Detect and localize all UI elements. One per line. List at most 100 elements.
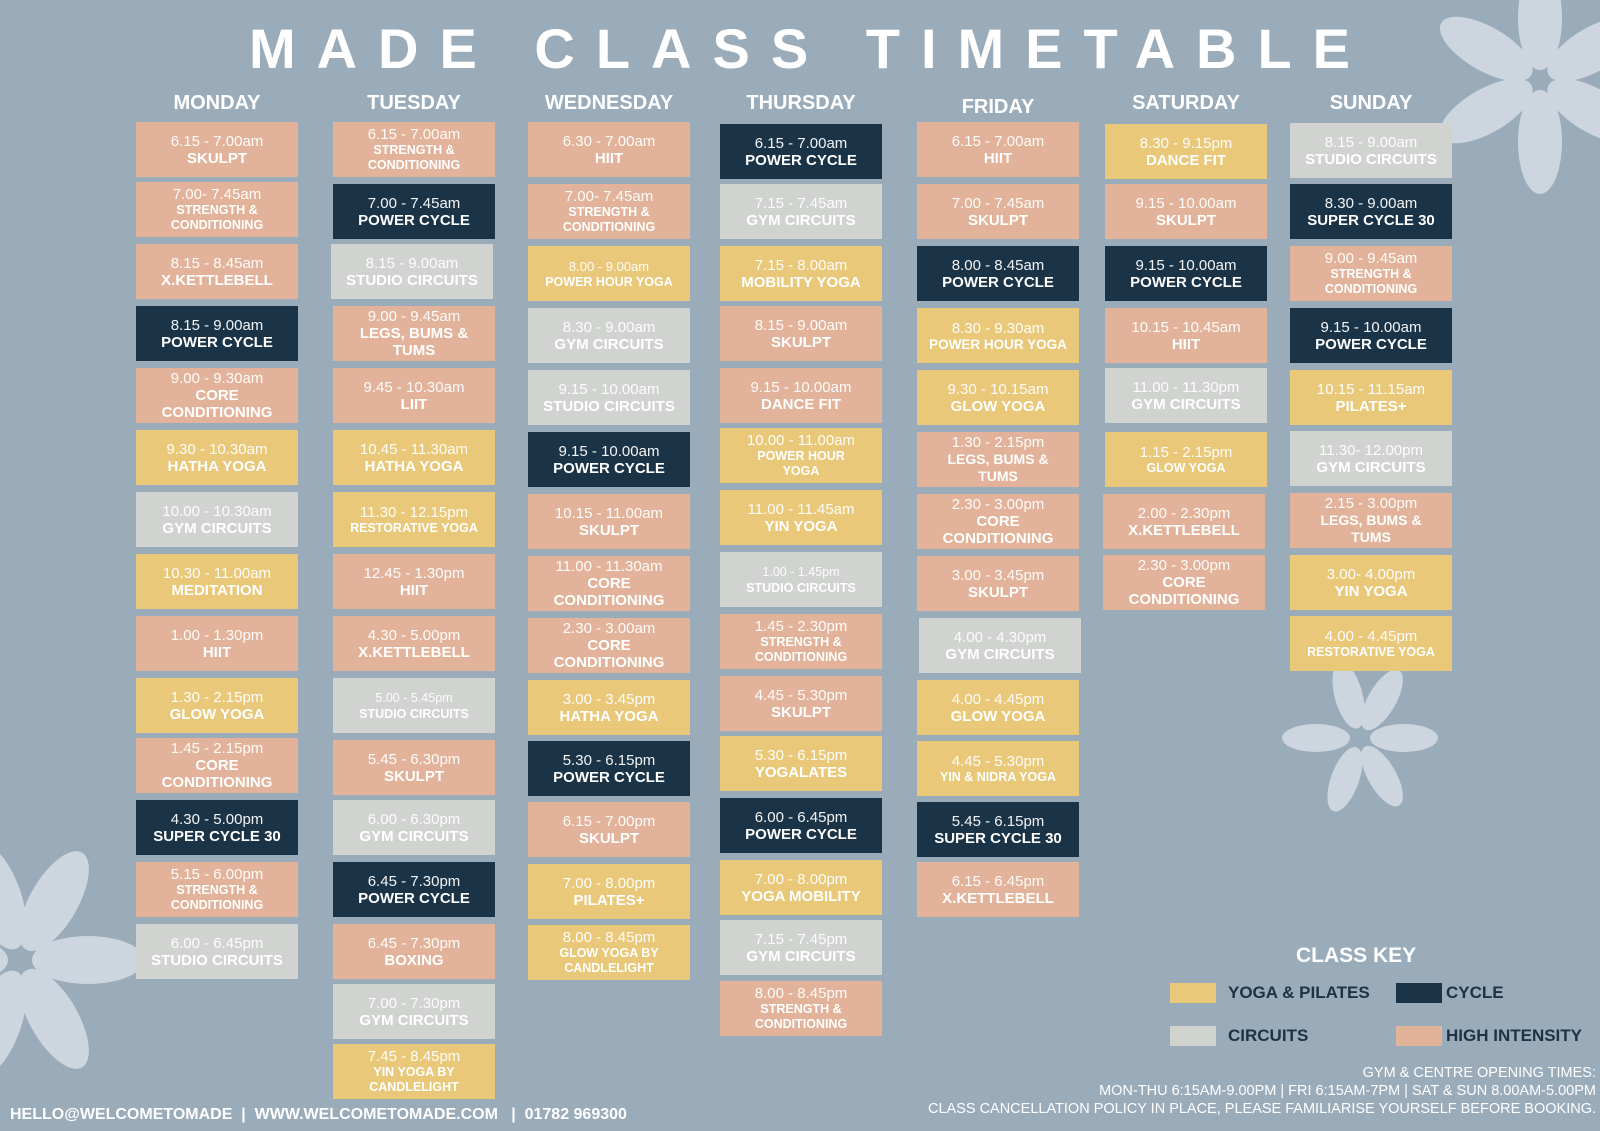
- class-card[interactable]: 8.15 - 9.00am POWER CYCLE: [136, 306, 298, 361]
- class-card[interactable]: 6.00 - 6.45pm POWER CYCLE: [720, 798, 882, 853]
- class-card[interactable]: 9.15 - 10.00am POWER CYCLE: [528, 432, 690, 487]
- class-card[interactable]: 7.15 - 7.45am GYM CIRCUITS: [720, 184, 882, 239]
- class-card[interactable]: 4.45 - 5.30pm YIN & NIDRA YOGA: [917, 741, 1079, 796]
- class-card[interactable]: 8.30 - 9.30am POWER HOUR YOGA: [917, 308, 1079, 363]
- class-card[interactable]: 9.00 - 9.45am STRENGTH & CONDITIONING: [1290, 246, 1452, 301]
- class-card[interactable]: 7.15 - 8.00am MOBILITY YOGA: [720, 246, 882, 301]
- day-heading: FRIDAY: [961, 96, 1035, 118]
- class-card[interactable]: 2.30 - 3.00pm CORE CONDITIONING: [917, 494, 1079, 549]
- class-card[interactable]: 8.00 - 8.45pm GLOW YOGA BY CANDLELIGHT: [528, 925, 690, 980]
- class-card[interactable]: 2.30 - 3.00pm CORE CONDITIONING: [1103, 555, 1265, 610]
- class-card[interactable]: 2.15 - 3.00pm LEGS, BUMS & TUMS: [1290, 493, 1452, 548]
- class-card[interactable]: 9.15 - 10.00am SKULPT: [1105, 184, 1267, 239]
- class-card[interactable]: 10.45 - 11.30am HATHA YOGA: [333, 430, 495, 485]
- class-card[interactable]: 9.15 - 10.00am STUDIO CIRCUITS: [528, 370, 690, 425]
- yoga-swatch-icon: [1170, 983, 1216, 1003]
- class-card[interactable]: 5.00 - 5.45pm STUDIO CIRCUITS: [333, 678, 495, 733]
- class-card[interactable]: 6.15 - 7.00am STRENGTH & CONDITIONING: [333, 122, 495, 177]
- class-card[interactable]: 12.45 - 1.30pm HIIT: [333, 554, 495, 609]
- class-card[interactable]: 9.15 - 10.00am POWER CYCLE: [1290, 308, 1452, 363]
- key-item-cycle: CYCLE: [1396, 983, 1504, 1003]
- class-card[interactable]: 2.00 - 2.30pm X.KETTLEBELL: [1103, 494, 1265, 549]
- class-card[interactable]: 7.00 - 8.00pm PILATES+: [528, 864, 690, 919]
- class-card[interactable]: 10.15 - 11.15am PILATES+: [1290, 370, 1452, 425]
- class-card[interactable]: 5.30 - 6.15pm YOGALATES: [720, 736, 882, 791]
- class-card[interactable]: 6.15 - 7.00am POWER CYCLE: [720, 124, 882, 179]
- class-card[interactable]: 7.00 - 7.30pm GYM CIRCUITS: [333, 984, 495, 1039]
- class-card[interactable]: 6.45 - 7.30pm POWER CYCLE: [333, 862, 495, 917]
- class-card[interactable]: 9.15 - 10.00am POWER CYCLE: [1105, 246, 1267, 301]
- class-card[interactable]: 10.00 - 11.00am POWER HOUR YOGA: [720, 428, 882, 483]
- class-card[interactable]: 2.30 - 3.00am CORE CONDITIONING: [528, 618, 690, 673]
- class-card[interactable]: 7.00 - 8.00pm YOGA MOBILITY: [720, 860, 882, 915]
- class-card[interactable]: 1.00 - 1.30pm HIIT: [136, 616, 298, 671]
- page-title: MADE CLASS TIMETABLE: [248, 17, 1372, 80]
- high-intensity-swatch-icon: [1396, 1026, 1442, 1046]
- class-card[interactable]: 4.00 - 4.30pm GYM CIRCUITS: [919, 618, 1081, 673]
- class-card[interactable]: 8.15 - 9.00am SKULPT: [720, 306, 882, 361]
- day-heading: TUESDAY: [367, 92, 461, 114]
- class-card[interactable]: 9.30 - 10.15am GLOW YOGA: [917, 370, 1079, 425]
- class-card[interactable]: 7.00- 7.45am STRENGTH & CONDITIONING: [528, 184, 690, 239]
- class-card[interactable]: 6.15 - 6.45pm X.KETTLEBELL: [917, 862, 1079, 917]
- class-card[interactable]: 9.00 - 9.45am LEGS, BUMS & TUMS: [333, 306, 495, 361]
- class-card[interactable]: 10.15 - 11.00am SKULPT: [528, 494, 690, 549]
- class-card[interactable]: 6.15 - 7.00am HIIT: [917, 122, 1079, 177]
- class-card[interactable]: 9.45 - 10.30am LIIT: [333, 368, 495, 423]
- day-heading: WEDNESDAY: [544, 92, 674, 114]
- class-card[interactable]: 8.30 - 9.00am GYM CIRCUITS: [528, 308, 690, 363]
- class-card[interactable]: 1.30 - 2.15pm GLOW YOGA: [136, 678, 298, 733]
- class-card[interactable]: 8.00 - 8.45pm STRENGTH & CONDITIONING: [720, 981, 882, 1036]
- class-card[interactable]: 9.15 - 10.00am DANCE FIT: [720, 368, 882, 423]
- class-card[interactable]: 8.30 - 9.15pm DANCE FIT: [1105, 124, 1267, 179]
- class-card[interactable]: 11.30- 12.00pm GYM CIRCUITS: [1290, 431, 1452, 486]
- class-card[interactable]: 5.30 - 6.15pm POWER CYCLE: [528, 741, 690, 796]
- class-card[interactable]: 11.30 - 12.15pm RESTORATIVE YOGA: [333, 492, 495, 547]
- cycle-swatch-icon: [1396, 983, 1442, 1003]
- class-card[interactable]: 8.15 - 8.45am X.KETTLEBELL: [136, 244, 298, 299]
- class-card[interactable]: 5.45 - 6.30pm SKULPT: [333, 740, 495, 795]
- class-card[interactable]: 3.00 - 3.45pm HATHA YOGA: [528, 680, 690, 735]
- class-card[interactable]: 6.00 - 6.30pm GYM CIRCUITS: [333, 800, 495, 855]
- class-card[interactable]: 8.15 - 9.00am STUDIO CIRCUITS: [1290, 123, 1452, 178]
- class-card[interactable]: 10.30 - 11.00am MEDITATION: [136, 554, 298, 609]
- class-card[interactable]: 7.45 - 8.45pm YIN YOGA BY CANDLELIGHT: [333, 1044, 495, 1099]
- class-card[interactable]: 4.00 - 4.45pm RESTORATIVE YOGA: [1290, 616, 1452, 671]
- class-card[interactable]: 5.45 - 6.15pm SUPER CYCLE 30: [917, 802, 1079, 857]
- class-card[interactable]: 1.30 - 2.15pm LEGS, BUMS & TUMS: [917, 432, 1079, 487]
- class-card[interactable]: 1.00 - 1.45pm STUDIO CIRCUITS: [720, 552, 882, 607]
- class-card[interactable]: 4.30 - 5.00pm SUPER CYCLE 30: [136, 800, 298, 855]
- class-card[interactable]: 4.00 - 4.45pm GLOW YOGA: [917, 680, 1079, 735]
- opening-times-info: GYM & CENTRE OPENING TIMES: MON-THU 6:15…: [928, 1064, 1596, 1118]
- class-card[interactable]: 7.00- 7.45am STRENGTH & CONDITIONING: [136, 182, 298, 237]
- class-card[interactable]: 11.00 - 11.30am CORE CONDITIONING: [528, 556, 690, 611]
- class-card[interactable]: 6.30 - 7.00am HIIT: [528, 122, 690, 177]
- class-card[interactable]: 7.15 - 7.45pm GYM CIRCUITS: [720, 920, 882, 975]
- class-card[interactable]: 3.00 - 3.45pm SKULPT: [917, 556, 1079, 611]
- class-card[interactable]: 7.00 - 7.45am POWER CYCLE: [333, 184, 495, 239]
- class-card[interactable]: 8.15 - 9.00am STUDIO CIRCUITS: [331, 244, 493, 299]
- class-card[interactable]: 1.45 - 2.30pm STRENGTH & CONDITIONING: [720, 614, 882, 669]
- class-card[interactable]: 10.15 - 10.45am HIIT: [1105, 308, 1267, 363]
- class-card[interactable]: 10.00 - 10.30am GYM CIRCUITS: [136, 492, 298, 547]
- class-card[interactable]: 6.00 - 6.45pm STUDIO CIRCUITS: [136, 924, 298, 979]
- class-card[interactable]: 9.00 - 9.30am CORE CONDITIONING: [136, 368, 298, 423]
- class-card[interactable]: 4.30 - 5.00pm X.KETTLEBELL: [333, 616, 495, 671]
- class-card[interactable]: 1.45 - 2.15pm CORE CONDITIONING: [136, 738, 298, 793]
- class-card[interactable]: 8.00 - 8.45am POWER CYCLE: [917, 246, 1079, 301]
- day-heading: MONDAY: [173, 92, 261, 114]
- class-card[interactable]: 8.30 - 9.00am SUPER CYCLE 30: [1290, 184, 1452, 239]
- class-card[interactable]: 8.00 - 9.00am POWER HOUR YOGA: [528, 246, 690, 301]
- class-card[interactable]: 11.00 - 11.45am YIN YOGA: [720, 490, 882, 545]
- class-card[interactable]: 6.15 - 7.00am SKULPT: [136, 122, 298, 177]
- class-card[interactable]: 3.00- 4.00pm YIN YOGA: [1290, 555, 1452, 610]
- class-card[interactable]: 7.00 - 7.45am SKULPT: [917, 184, 1079, 239]
- class-card[interactable]: 6.15 - 7.00pm SKULPT: [528, 802, 690, 857]
- key-item-circuits: CIRCUITS: [1170, 1026, 1308, 1046]
- class-card[interactable]: 4.45 - 5.30pm SKULPT: [720, 676, 882, 731]
- class-card[interactable]: 9.30 - 10.30am HATHA YOGA: [136, 430, 298, 485]
- class-card[interactable]: 11.00 - 11.30pm GYM CIRCUITS: [1105, 368, 1267, 423]
- class-card[interactable]: 6.45 - 7.30pm BOXING: [333, 924, 495, 979]
- class-card[interactable]: 5.15 - 6.00pm STRENGTH & CONDITIONING: [136, 862, 298, 917]
- class-card[interactable]: 1.15 - 2.15pm GLOW YOGA: [1105, 432, 1267, 487]
